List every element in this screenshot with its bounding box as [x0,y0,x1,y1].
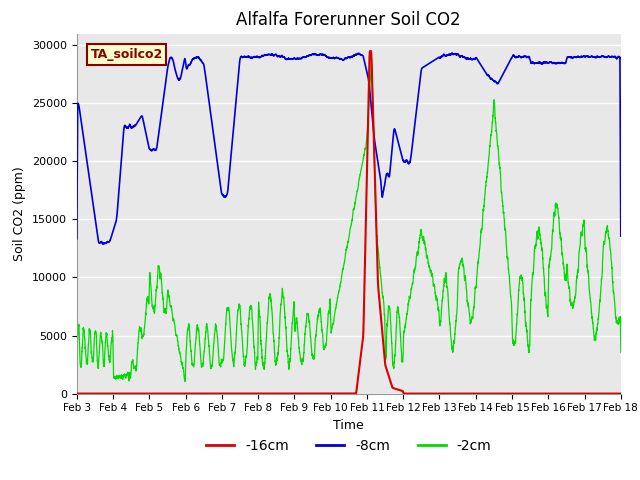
Title: Alfalfa Forerunner Soil CO2: Alfalfa Forerunner Soil CO2 [237,11,461,29]
X-axis label: Time: Time [333,419,364,432]
Text: TA_soilco2: TA_soilco2 [90,48,163,61]
Y-axis label: Soil CO2 (ppm): Soil CO2 (ppm) [13,166,26,261]
Legend: -16cm, -8cm, -2cm: -16cm, -8cm, -2cm [200,433,497,459]
